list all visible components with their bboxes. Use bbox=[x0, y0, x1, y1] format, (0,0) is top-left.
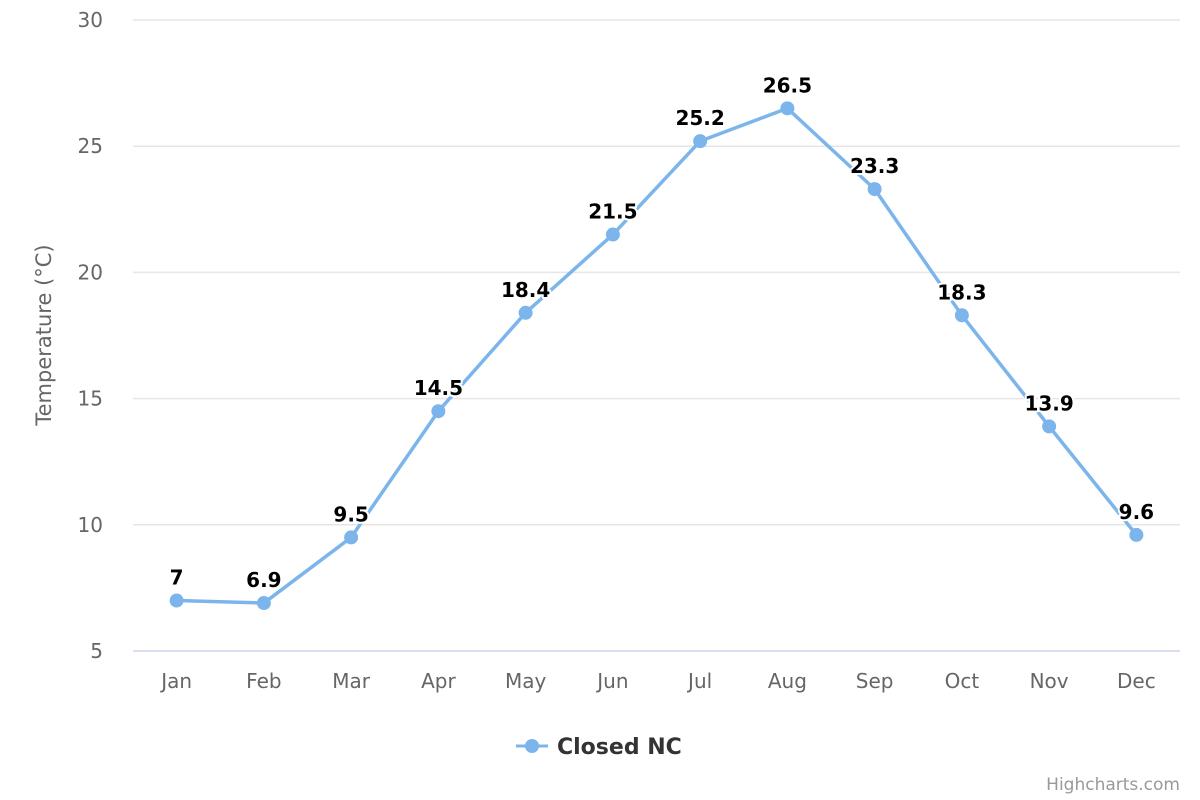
data-label: 26.5 bbox=[763, 73, 812, 97]
y-axis-tick-labels: 5 10 15 20 25 30 bbox=[78, 8, 103, 663]
x-tick-label: Feb bbox=[246, 669, 281, 693]
y-tick-label: 10 bbox=[78, 513, 103, 537]
data-point[interactable] bbox=[431, 404, 446, 419]
y-axis-title: Temperature (°C) bbox=[32, 244, 56, 426]
x-tick-label: Dec bbox=[1117, 669, 1156, 693]
x-tick-label: Jan bbox=[159, 669, 192, 693]
data-point[interactable] bbox=[605, 227, 620, 242]
data-label: 25.2 bbox=[675, 106, 724, 130]
y-tick-label: 25 bbox=[78, 134, 103, 158]
data-label: 14.5 bbox=[414, 376, 463, 400]
data-point[interactable] bbox=[256, 596, 271, 611]
x-tick-label: Oct bbox=[945, 669, 980, 693]
data-point[interactable] bbox=[518, 305, 533, 320]
x-tick-label: Jun bbox=[595, 669, 628, 693]
data-labels: 7 6.9 9.5 14.5 18.4 21.5 25.2 26.5 23.3 18.3 13.9 9… bbox=[168, 71, 1156, 594]
credits-link[interactable]: Highcharts.com bbox=[1046, 775, 1180, 795]
legend[interactable]: Closed NC bbox=[516, 735, 682, 760]
legend-item-closed-nc[interactable]: Closed NC bbox=[557, 735, 682, 760]
data-label: 6.9 bbox=[246, 568, 281, 592]
legend-marker-icon bbox=[525, 739, 539, 753]
data-label: 18.3 bbox=[937, 280, 986, 304]
y-tick-label: 30 bbox=[78, 8, 103, 32]
data-point[interactable] bbox=[1042, 419, 1057, 434]
data-label: 23.3 bbox=[850, 154, 899, 178]
y-tick-label: 5 bbox=[90, 639, 103, 663]
x-tick-label: Apr bbox=[421, 669, 456, 693]
data-point[interactable] bbox=[867, 182, 882, 197]
x-axis-tick-labels: Jan Feb Mar Apr May Jun Jul Aug Sep Oct Nov Dec bbox=[159, 669, 1156, 693]
data-label: 21.5 bbox=[588, 200, 637, 224]
data-point[interactable] bbox=[693, 134, 708, 149]
data-point[interactable] bbox=[1129, 527, 1144, 542]
x-tick-label: Mar bbox=[332, 669, 371, 693]
y-tick-label: 15 bbox=[78, 387, 103, 411]
x-tick-label: Nov bbox=[1030, 669, 1069, 693]
gridlines bbox=[133, 19, 1180, 652]
x-tick-label: Jul bbox=[686, 669, 712, 693]
y-tick-label: 20 bbox=[78, 260, 103, 284]
series-line bbox=[174, 106, 1139, 605]
x-tick-label: May bbox=[505, 669, 547, 693]
data-point[interactable] bbox=[954, 308, 969, 323]
data-label: 7 bbox=[170, 566, 184, 590]
data-point[interactable] bbox=[169, 593, 184, 608]
series-closed-nc[interactable] bbox=[169, 101, 1144, 611]
data-label: 13.9 bbox=[1024, 391, 1073, 415]
data-point[interactable] bbox=[344, 530, 359, 545]
data-label: 18.4 bbox=[501, 278, 550, 302]
x-tick-label: Aug bbox=[768, 669, 807, 693]
x-tick-label: Sep bbox=[856, 669, 894, 693]
data-point[interactable] bbox=[780, 101, 795, 116]
data-label: 9.5 bbox=[333, 502, 368, 526]
data-label: 9.6 bbox=[1119, 500, 1154, 524]
